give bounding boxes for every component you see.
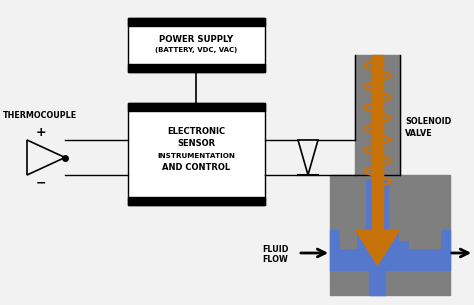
Polygon shape [27,140,65,175]
Text: THERMOCOUPLE: THERMOCOUPLE [3,110,77,120]
Text: SOLENOID: SOLENOID [405,117,451,125]
Bar [372,55,383,200]
Text: (BATTERY, VDC, VAC): (BATTERY, VDC, VAC) [155,47,237,53]
Polygon shape [298,140,318,175]
Polygon shape [356,230,400,265]
Text: INSTRUMENTATION: INSTRUMENTATION [157,153,236,159]
Bar [400,228,440,240]
Bar [409,228,440,248]
Bar [128,103,265,205]
Bar [370,265,385,295]
Text: +: + [36,125,46,138]
Bar [128,103,265,111]
Bar [340,228,356,240]
Bar [366,180,389,230]
Text: −: − [36,177,46,189]
Bar [330,175,450,295]
Text: ELECTRONIC: ELECTRONIC [167,127,226,137]
Text: POWER SUPPLY: POWER SUPPLY [159,34,234,44]
Text: FLUID: FLUID [262,245,288,253]
Bar [128,18,265,26]
Text: AND CONTROL: AND CONTROL [163,163,230,173]
Text: SENSOR: SENSOR [177,139,216,149]
Bar [128,64,265,72]
Bar [372,175,383,230]
Bar [340,228,356,248]
Bar [330,230,450,270]
Bar [355,55,400,195]
Bar [128,197,265,205]
Text: FLOW: FLOW [262,256,288,264]
Text: VALVE: VALVE [405,128,433,138]
Bar [128,18,265,72]
